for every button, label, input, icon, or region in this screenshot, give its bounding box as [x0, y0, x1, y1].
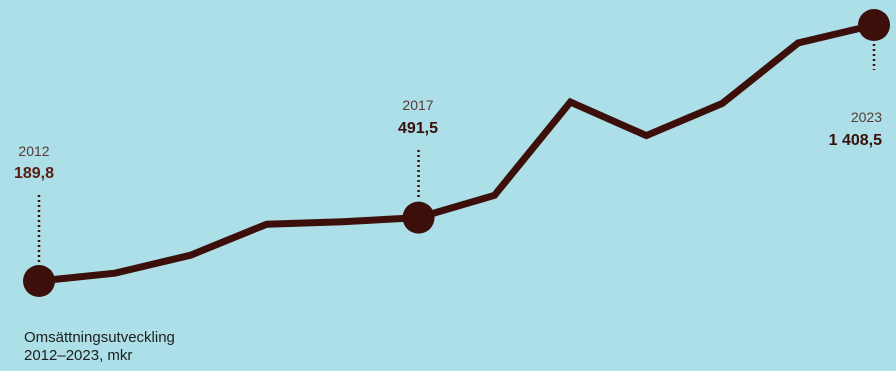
marker-2012: [23, 265, 55, 297]
caption-line-2: 2012–2023, mkr: [24, 347, 133, 364]
chart-caption: Omsättningsutveckling 2012–2023, mkr: [24, 329, 175, 365]
label-value-2012: 189,8: [14, 165, 54, 182]
label-value-2023: 1 408,5: [829, 132, 882, 149]
label-year-2012: 2012: [18, 143, 49, 159]
caption-line-1: Omsättningsutveckling: [24, 329, 175, 346]
label-value-2017: 491,5: [398, 120, 438, 137]
marker-2017: [402, 201, 435, 234]
marker-2023: [858, 9, 890, 41]
label-year-2023: 2023: [851, 109, 882, 125]
series-line: [38, 21, 875, 285]
label-year-2017: 2017: [402, 97, 433, 113]
